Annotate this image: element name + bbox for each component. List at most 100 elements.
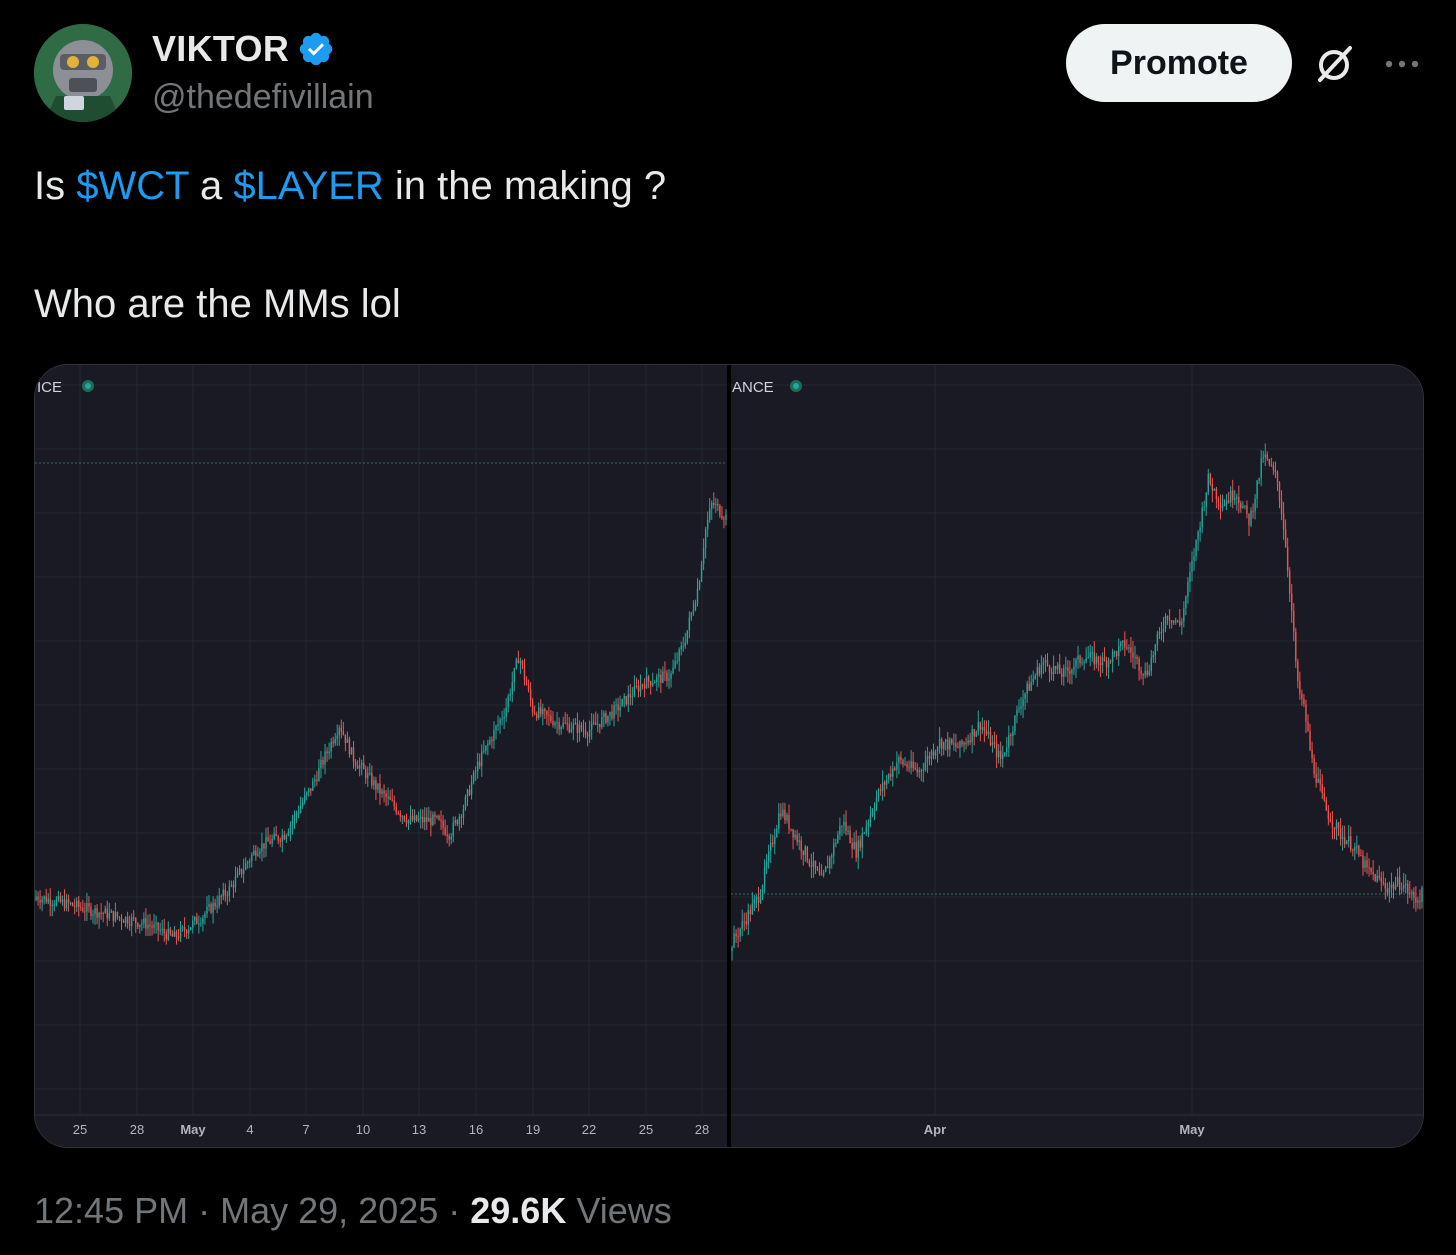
left-candle	[145, 908, 147, 936]
right-candle	[922, 762, 925, 783]
left-candle	[564, 712, 566, 725]
left-candle-body	[625, 695, 627, 705]
right-candle	[1215, 486, 1218, 509]
left-candle	[645, 667, 648, 689]
left-candle	[595, 711, 597, 725]
avatar[interactable]	[34, 24, 132, 122]
tweet-text-line-1: Is $WCT a $LAYER in the making ?	[34, 164, 666, 209]
left-candle-body	[379, 783, 381, 794]
right-candle-body	[788, 814, 790, 829]
right-candle-body	[1201, 507, 1203, 528]
right-candle-body	[774, 836, 776, 845]
right-candle-body	[1215, 488, 1218, 500]
right-candle-body	[1193, 556, 1195, 561]
right-candle-body	[1358, 846, 1360, 856]
right-candle	[924, 750, 927, 772]
cashtag-layer-link[interactable]: $LAYER	[233, 164, 384, 208]
right-candle	[1270, 457, 1273, 467]
left-candle	[509, 688, 511, 702]
left-candle-body	[179, 927, 182, 938]
left-candle-body	[104, 908, 106, 914]
left-candle	[684, 632, 686, 649]
left-candle-body	[214, 902, 216, 907]
cashtag-wct-link[interactable]: $WCT	[76, 164, 189, 208]
left-candle	[397, 810, 400, 815]
right-candle	[1061, 668, 1063, 685]
left-candle	[330, 737, 332, 759]
left-candle	[434, 811, 436, 825]
left-candle	[163, 918, 165, 942]
left-candle	[149, 913, 151, 937]
right-candle-body	[790, 828, 792, 830]
left-candle-body	[108, 912, 111, 919]
right-candle-body	[749, 910, 752, 914]
tweet-media[interactable]: 25 28 May 4 7 10 13 16 19 22 25 28 ICE Apr May ANCE	[34, 364, 1424, 1148]
right-candle	[977, 710, 980, 736]
left-candle	[654, 679, 656, 684]
right-candle	[843, 814, 845, 834]
left-candle	[189, 926, 192, 931]
right-candle	[896, 751, 898, 779]
left-candle-body	[90, 906, 92, 916]
left-candle-body	[53, 904, 56, 906]
right-candle	[1256, 479, 1258, 508]
right-candle-body	[1091, 652, 1093, 654]
left-candle-body	[171, 933, 174, 937]
author-name[interactable]: VIKTOR	[152, 28, 290, 69]
tweet-date[interactable]: May 29, 2025	[220, 1190, 439, 1231]
right-candle	[1333, 827, 1336, 840]
right-candle-body	[1028, 683, 1030, 691]
right-candle-body	[949, 739, 951, 750]
right-candle-body	[1360, 855, 1362, 857]
left-candle	[690, 611, 693, 621]
left-candle	[173, 925, 176, 937]
left-candle-body	[531, 700, 534, 713]
left-candle	[501, 710, 503, 726]
right-candle	[859, 835, 861, 852]
right-candle	[1048, 664, 1051, 683]
right-candle	[869, 806, 872, 828]
right-candle	[975, 730, 977, 738]
right-candle	[1004, 752, 1006, 757]
right-candle	[1071, 668, 1073, 685]
left-candle-body	[181, 927, 184, 929]
left-candle-body	[525, 679, 528, 686]
grok-icon[interactable]	[1314, 44, 1354, 84]
right-candle	[881, 770, 884, 801]
right-candle-body	[955, 743, 957, 747]
tweet-time[interactable]: 12:45 PM	[34, 1190, 189, 1231]
more-icon[interactable]	[1382, 52, 1422, 76]
right-candle-body	[902, 760, 904, 765]
left-candle-body	[566, 723, 568, 725]
left-candle-body	[706, 519, 709, 530]
right-candle-body	[1132, 652, 1134, 658]
right-candle	[1260, 450, 1262, 487]
author-handle[interactable]: @thedefivillain	[152, 78, 374, 116]
right-candle-body	[1103, 657, 1106, 661]
left-candle	[283, 830, 286, 841]
right-candle	[1323, 786, 1326, 802]
author-name-row[interactable]: VIKTOR	[152, 28, 335, 70]
right-candle	[826, 855, 829, 869]
right-candle	[894, 766, 896, 772]
left-candle	[702, 538, 705, 571]
right-candle-body	[875, 797, 878, 809]
left-candle	[37, 891, 39, 906]
right-candle	[839, 817, 841, 840]
left-candle	[84, 902, 86, 921]
right-candle-body	[761, 885, 764, 897]
left-candle-body	[73, 906, 76, 908]
avatar-image	[34, 24, 132, 122]
left-candle	[210, 901, 212, 915]
right-candle-body	[1282, 513, 1285, 530]
right-candle-body	[1345, 841, 1348, 845]
left-candle	[531, 697, 534, 717]
right-candle	[788, 804, 790, 835]
right-candle	[1032, 670, 1034, 685]
left-candle	[88, 896, 90, 913]
right-candle-body	[1278, 482, 1281, 501]
promote-button[interactable]: Promote	[1066, 24, 1292, 102]
right-candle-body	[1177, 620, 1179, 622]
right-candle-body	[934, 751, 937, 756]
right-candle	[1240, 500, 1242, 513]
